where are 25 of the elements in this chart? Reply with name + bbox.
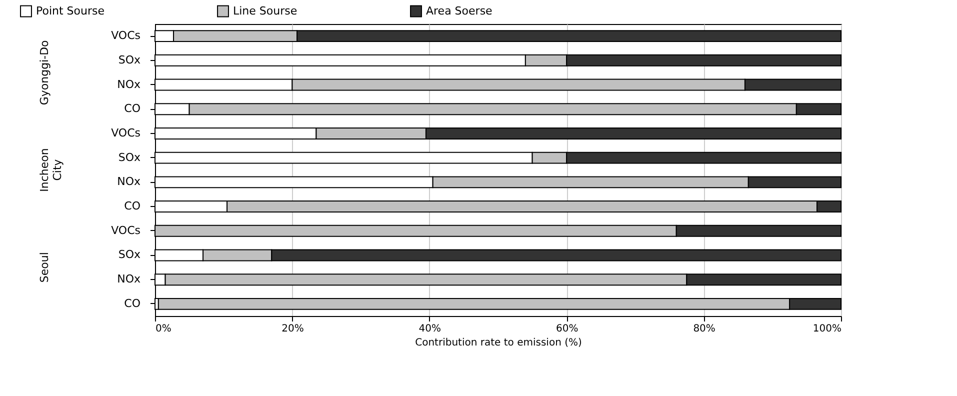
text: Seoul [38,252,51,283]
y-tick-label: SOx [118,150,141,164]
y-tick-label: NOx [117,78,141,91]
y-tick-label: VOCs [111,224,141,237]
x-tick-label: 80% [693,324,716,334]
y-tick-label: NOx [117,272,141,286]
y-tick-label: SOx [118,53,141,66]
x-tick-label: 60% [556,324,578,334]
y-tick-label: NOx [117,175,141,188]
legend-label: Area Soerse [426,4,493,18]
x-tick-label: 20% [282,324,304,334]
x-axis-title: Contribution rate to emission (%) [415,338,582,348]
text: Gyonggi-Do [38,40,51,106]
y-tick-label: CO [124,200,141,213]
y-tick-label: CO [124,102,141,116]
y-tick-label: VOCs [111,126,141,140]
x-tick-label: 100% [812,324,842,334]
text: Incheon City [38,148,64,192]
x-tick-label: 0% [156,324,172,334]
legend-label: Line Sourse [233,4,298,18]
x-tick-label: 40% [418,324,442,334]
y-tick-label: SOx [118,248,141,262]
legend-label: Point Sourse [36,4,105,18]
y-tick-label: CO [124,296,141,310]
y-tick-label: VOCs [111,29,141,42]
